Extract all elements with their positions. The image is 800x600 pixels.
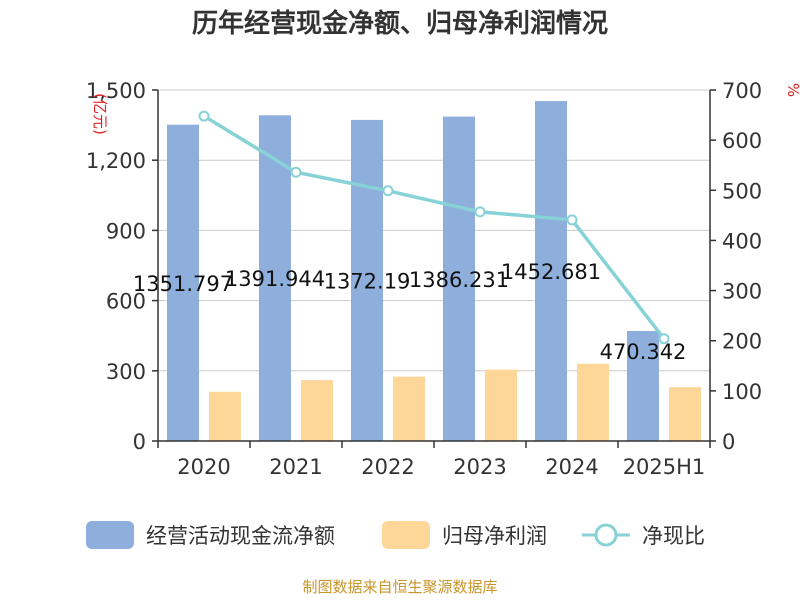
ratio-point bbox=[566, 214, 578, 226]
axes: 0 300 600 900 1,200 1,500 0 100 200 300 400 500 600 7… bbox=[86, 79, 762, 479]
legend-label-profit: 归母净利润 bbox=[442, 524, 547, 548]
bar-cashflow bbox=[535, 101, 567, 442]
bar-cashflow bbox=[259, 115, 291, 442]
y-left-tick-label: 1,500 bbox=[86, 79, 146, 103]
bar-profit bbox=[209, 391, 241, 441]
x-tick-label: 2022 bbox=[361, 455, 414, 479]
x-tick-label: 2021 bbox=[269, 455, 322, 479]
data-label: 1372.19 bbox=[324, 269, 411, 293]
y-left-tick-label: 1,200 bbox=[86, 149, 146, 173]
y-right-tick-label: 200 bbox=[722, 330, 762, 354]
data-label: 1391.944 bbox=[225, 267, 325, 291]
y-right-tick-label: 100 bbox=[722, 380, 762, 404]
x-tick-label: 2020 bbox=[177, 455, 230, 479]
bar-profit bbox=[393, 376, 425, 441]
bar-profit bbox=[577, 363, 609, 441]
legend-swatch-profit bbox=[382, 521, 430, 549]
y-right-tick-label: 500 bbox=[722, 179, 762, 203]
ratio-line-path bbox=[203, 114, 666, 340]
bar-profit bbox=[301, 380, 333, 441]
bars bbox=[167, 101, 701, 442]
y-right-unit: % bbox=[784, 83, 800, 97]
x-tick-label: 2024 bbox=[545, 455, 598, 479]
x-tick-label: 2023 bbox=[453, 455, 506, 479]
data-label: 1386.231 bbox=[409, 268, 509, 292]
bar-cashflow bbox=[627, 330, 659, 441]
y-right-tick-label: 300 bbox=[722, 280, 762, 304]
legend: 经营活动现金流净额 归母净利润 净现比 bbox=[86, 521, 705, 549]
y-left-tick-label: 900 bbox=[106, 219, 146, 243]
y-right-tick-label: 600 bbox=[722, 129, 762, 153]
bar-cashflow bbox=[443, 116, 475, 441]
bar-cashflow bbox=[167, 124, 199, 441]
ratio-point bbox=[290, 166, 302, 178]
source-note: 制图数据来自恒生聚源数据库 bbox=[302, 578, 497, 596]
bar-profit bbox=[485, 369, 517, 441]
chart-title: 历年经营现金净额、归母净利润情况 bbox=[192, 8, 608, 39]
ratio-point bbox=[382, 185, 394, 197]
ratio-point bbox=[658, 333, 670, 345]
legend-label-cashflow: 经营活动现金流净额 bbox=[146, 524, 335, 548]
y-left-tick-label: 300 bbox=[106, 360, 146, 384]
ratio-point bbox=[474, 206, 486, 218]
ratio-point bbox=[198, 110, 210, 122]
legend-swatch-ratio-marker bbox=[594, 523, 618, 547]
ratio-line bbox=[198, 110, 670, 345]
gridlines bbox=[158, 89, 710, 372]
data-label: 1452.681 bbox=[501, 260, 601, 284]
legend-label-ratio: 净现比 bbox=[642, 524, 705, 548]
y-left-tick-label: 600 bbox=[106, 290, 146, 314]
x-tick-label: 2025H1 bbox=[623, 455, 706, 479]
y-right-tick-label: 0 bbox=[722, 430, 735, 454]
y-right-tick-label: 700 bbox=[722, 79, 762, 103]
bar-cashflow bbox=[351, 119, 383, 442]
y-left-tick-label: 0 bbox=[133, 430, 146, 454]
bar-profit bbox=[669, 387, 701, 441]
data-label: 470.342 bbox=[600, 340, 687, 364]
y-left-unit: (亿元) bbox=[91, 93, 109, 135]
data-label: 1351.797 bbox=[133, 272, 233, 296]
legend-swatch-cashflow bbox=[86, 521, 134, 549]
y-right-tick-label: 400 bbox=[722, 229, 762, 253]
